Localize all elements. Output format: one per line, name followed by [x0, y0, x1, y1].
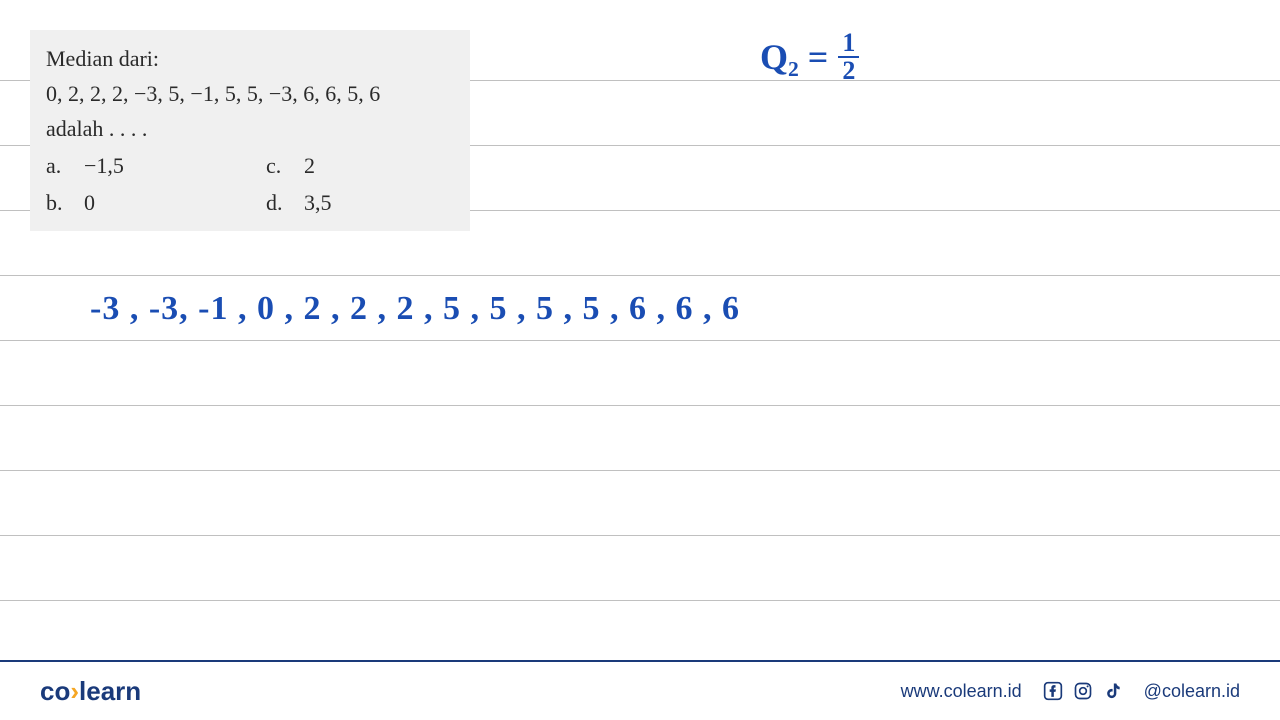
logo-dot: › — [70, 676, 79, 706]
fraction-numerator: 1 — [838, 30, 859, 58]
option-letter: c. — [266, 149, 286, 182]
website-url: www.colearn.id — [901, 681, 1022, 702]
footer-right: www.colearn.id @colearn.id — [901, 680, 1240, 702]
option-d: d. 3,5 — [266, 186, 332, 219]
question-data: 0, 2, 2, 2, −3, 5, −1, 5, 5, −3, 6, 6, 5… — [46, 77, 454, 110]
social-icons — [1042, 680, 1124, 702]
logo: co›learn — [40, 676, 141, 707]
ruled-line — [0, 340, 1280, 341]
options-row-2: b. 0 d. 3,5 — [46, 186, 454, 219]
ruled-line — [0, 600, 1280, 601]
option-letter: d. — [266, 186, 286, 219]
ruled-line — [0, 470, 1280, 471]
tiktok-icon — [1102, 680, 1124, 702]
logo-learn: learn — [79, 676, 141, 706]
question-title: Median dari: — [46, 42, 454, 75]
q2-label: Q₂ = — [760, 36, 828, 78]
logo-co: co — [40, 676, 70, 706]
instagram-icon — [1072, 680, 1094, 702]
question-box: Median dari: 0, 2, 2, 2, −3, 5, −1, 5, 5… — [30, 30, 470, 231]
facebook-icon — [1042, 680, 1064, 702]
ruled-line — [0, 275, 1280, 276]
handwritten-sorted-data: -3 , -3, -1 , 0 , 2 , 2 , 2 , 5 , 5 , 5 … — [90, 290, 740, 328]
ruled-line — [0, 535, 1280, 536]
option-value: 3,5 — [304, 186, 332, 219]
option-value: 0 — [84, 186, 95, 219]
footer: co›learn www.colearn.id @colearn.id — [0, 660, 1280, 720]
option-b: b. 0 — [46, 186, 266, 219]
options-row-1: a. −1,5 c. 2 — [46, 149, 454, 182]
fraction-denominator: 2 — [838, 58, 859, 84]
option-value: 2 — [304, 149, 315, 182]
option-a: a. −1,5 — [46, 149, 266, 182]
fraction: 1 2 — [838, 30, 859, 84]
question-adalah: adalah . . . . — [46, 112, 454, 145]
option-letter: a. — [46, 149, 66, 182]
option-letter: b. — [46, 186, 66, 219]
ruled-line — [0, 405, 1280, 406]
option-value: −1,5 — [84, 149, 124, 182]
handwritten-formula: Q₂ = 1 2 — [760, 30, 859, 84]
option-c: c. 2 — [266, 149, 315, 182]
social-handle: @colearn.id — [1144, 681, 1240, 702]
